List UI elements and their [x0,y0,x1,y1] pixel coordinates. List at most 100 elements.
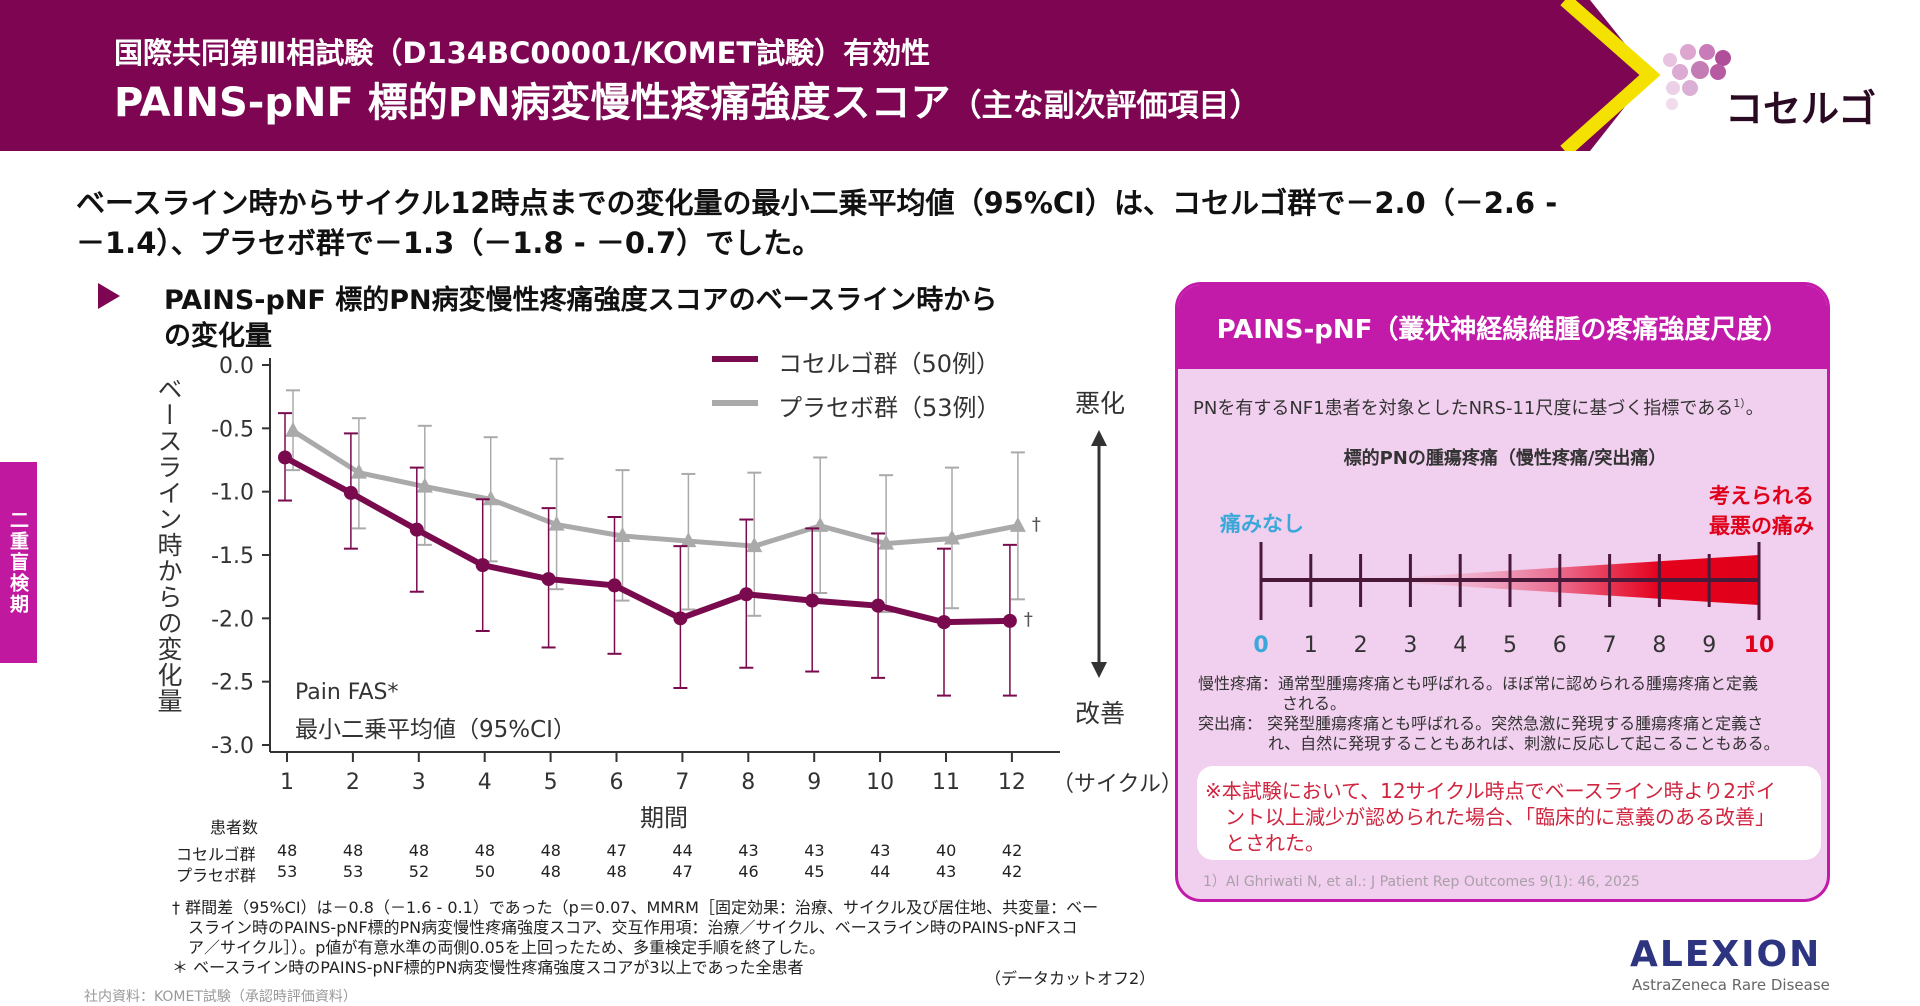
n-cell: 45 [804,862,825,881]
header-subtitle: 国際共同第Ⅲ相試験（D134BC00001/KOMET試験）有効性 [114,36,931,70]
x-tick-label: 10 [866,770,894,795]
n-cell: 42 [1001,841,1023,860]
data-point [475,558,490,573]
footnote-1: † 群間差（95%CI）は－0.8（－1.6 - 0.1）であった（p＝0.07… [172,898,1099,917]
n-cell: 42 [1001,862,1023,881]
data-point [878,534,895,550]
n-cell: 44 [672,841,693,860]
section-title-line2: の変化量 [164,321,272,352]
x-tick-label: 11 [932,770,960,795]
n-cell: 47 [606,841,627,860]
data-point [614,527,631,542]
clinical-note-3: とされた。 [1225,831,1325,855]
x-tick-label: 2 [346,770,360,795]
y-tick-label: -0.5 [211,417,254,442]
n-cell: 44 [870,862,891,881]
data-point [680,532,697,548]
data-point [746,537,763,553]
x-tick-label: 9 [807,770,821,795]
side-tab-double-blind: 二重盲検期 [0,462,37,663]
no-pain-label: 痛みなし [1220,512,1304,536]
data-point [937,615,951,630]
data-point [944,529,960,545]
data-point [812,516,829,532]
data-point [541,572,556,587]
y-tick-label: -1.5 [211,544,254,569]
arrow-up-icon [1091,430,1107,446]
data-point [607,578,622,593]
clinical-note-1: ※本試験において、12サイクル時点でベースライン時より2ポイ [1205,779,1776,803]
headline-line1: ベースライン時からサイクル12時点までの変化量の最小二乗平均値（95%CI）は、… [76,186,1558,220]
n-cell: 48 [540,841,561,860]
n-cell: 50 [474,862,496,881]
panel-reference: 1）Al Ghriwati N, et al.: J Patient Rep O… [1203,874,1640,890]
data-point [409,522,424,537]
intro-ref: 1） [1733,397,1746,410]
y-axis-label: ベースライン時からの変化量 [154,376,183,714]
analysis-set-label: Pain FAS* [295,680,399,705]
footnote-3: ア／サイクル］）。p値が有意水準の両側0.05を上回ったため、多重検定手順を終了… [188,938,825,957]
headline-line2: －1.4）、プラセボ群で－1.3（－1.8 - －0.7）でした。 [76,226,822,260]
y-tick-label: 0.0 [219,354,254,379]
n-cell: 48 [540,862,561,881]
n-cell: 47 [672,862,693,881]
data-point [1009,516,1026,532]
data-point [416,477,433,493]
intro-end: 。 [1745,398,1764,419]
legend-placebo: プラセボ群（53例） [778,394,1001,422]
data-point [871,598,886,613]
n-cell: 43 [804,841,825,860]
worst-pain-line2: 最悪の痛み [1709,514,1814,538]
bullet-triangle-icon [98,283,120,309]
x-tick-label: 1 [280,770,294,795]
def-chronic-2: される。 [1282,694,1347,713]
clinical-note-2: ント以上減少が認められた場合、「臨床的に意義のある改善」 [1225,805,1775,829]
title-suffix: （主な副次評価項目） [950,88,1261,124]
n-cell: 46 [738,862,759,881]
y-tick-label: -1.0 [211,481,254,506]
def-chronic-1: 慢性疼痛：通常型腫瘍疼痛とも呼ばれる。ほぼ常に認められる腫瘍疼痛と定義 [1198,674,1759,693]
header-title: PAINS-pNF 標的PN病変慢性疼痛強度スコア（主な副次評価項目） [114,70,1261,128]
data-point [278,450,292,465]
dagger-mark: † [1024,609,1033,630]
x-axis-label: 期間 [640,804,688,832]
y-tick-label: -2.0 [211,607,254,632]
y-tick-label: -3.0 [211,734,254,759]
scale-title: 標的PNの腫瘍疼痛（慢性疼痛/突出痛） [1343,448,1667,469]
n-row-label-koselugo: コセルゴ群 [176,845,256,864]
n-cell: 40 [936,841,957,860]
worst-pain-line1: 考えられる [1709,484,1814,508]
panel-title: PAINS-pNF（叢状神経線維腫の疼痛強度尺度） [1178,285,1827,369]
x-axis-unit: （サイクル） [1052,772,1183,797]
n-cell: 48 [474,841,496,860]
n-cell: 48 [408,841,430,860]
n-cell: 43 [738,841,759,860]
n-cell: 48 [342,841,364,860]
n-cell: 52 [408,862,430,881]
stat-label: 最小二乗平均値（95%CI） [295,717,576,743]
x-tick-label: 8 [741,770,755,795]
n-cell: 43 [936,862,957,881]
data-point [673,611,688,626]
x-tick-label: 12 [998,770,1026,795]
data-point [343,485,358,500]
data-point [548,515,565,531]
koselugo-logo: コセルゴ [1725,87,1877,131]
title-main: PAINS-pNF 標的PN病変慢性疼痛強度スコア [114,80,951,126]
data-point [739,587,754,602]
better-label: 改善 [1075,699,1126,728]
panel-intro: PNを有するNF1患者を対象としたNRS-11尺度に基づく指標である1）。 [1193,394,1764,420]
section-title-line1: PAINS-pNF 標的PN病変慢性疼痛強度スコアのベースライン時から [164,285,998,316]
footnote-4: ＊ ベースライン時のPAINS-pNF標的PN病変慢性疼痛強度スコアが3以上であ… [172,958,804,977]
series-line [283,454,1010,626]
x-tick-label: 5 [544,770,558,795]
data-point [1002,613,1017,628]
worse-label: 悪化 [1075,389,1126,418]
series-line [291,428,1019,549]
header-banner [0,0,1731,151]
x-tick-label: 6 [610,770,624,795]
n-cell: 43 [870,841,891,860]
arrow-down-icon [1091,662,1107,678]
data-point [805,593,820,608]
n-cell: 48 [277,841,298,860]
